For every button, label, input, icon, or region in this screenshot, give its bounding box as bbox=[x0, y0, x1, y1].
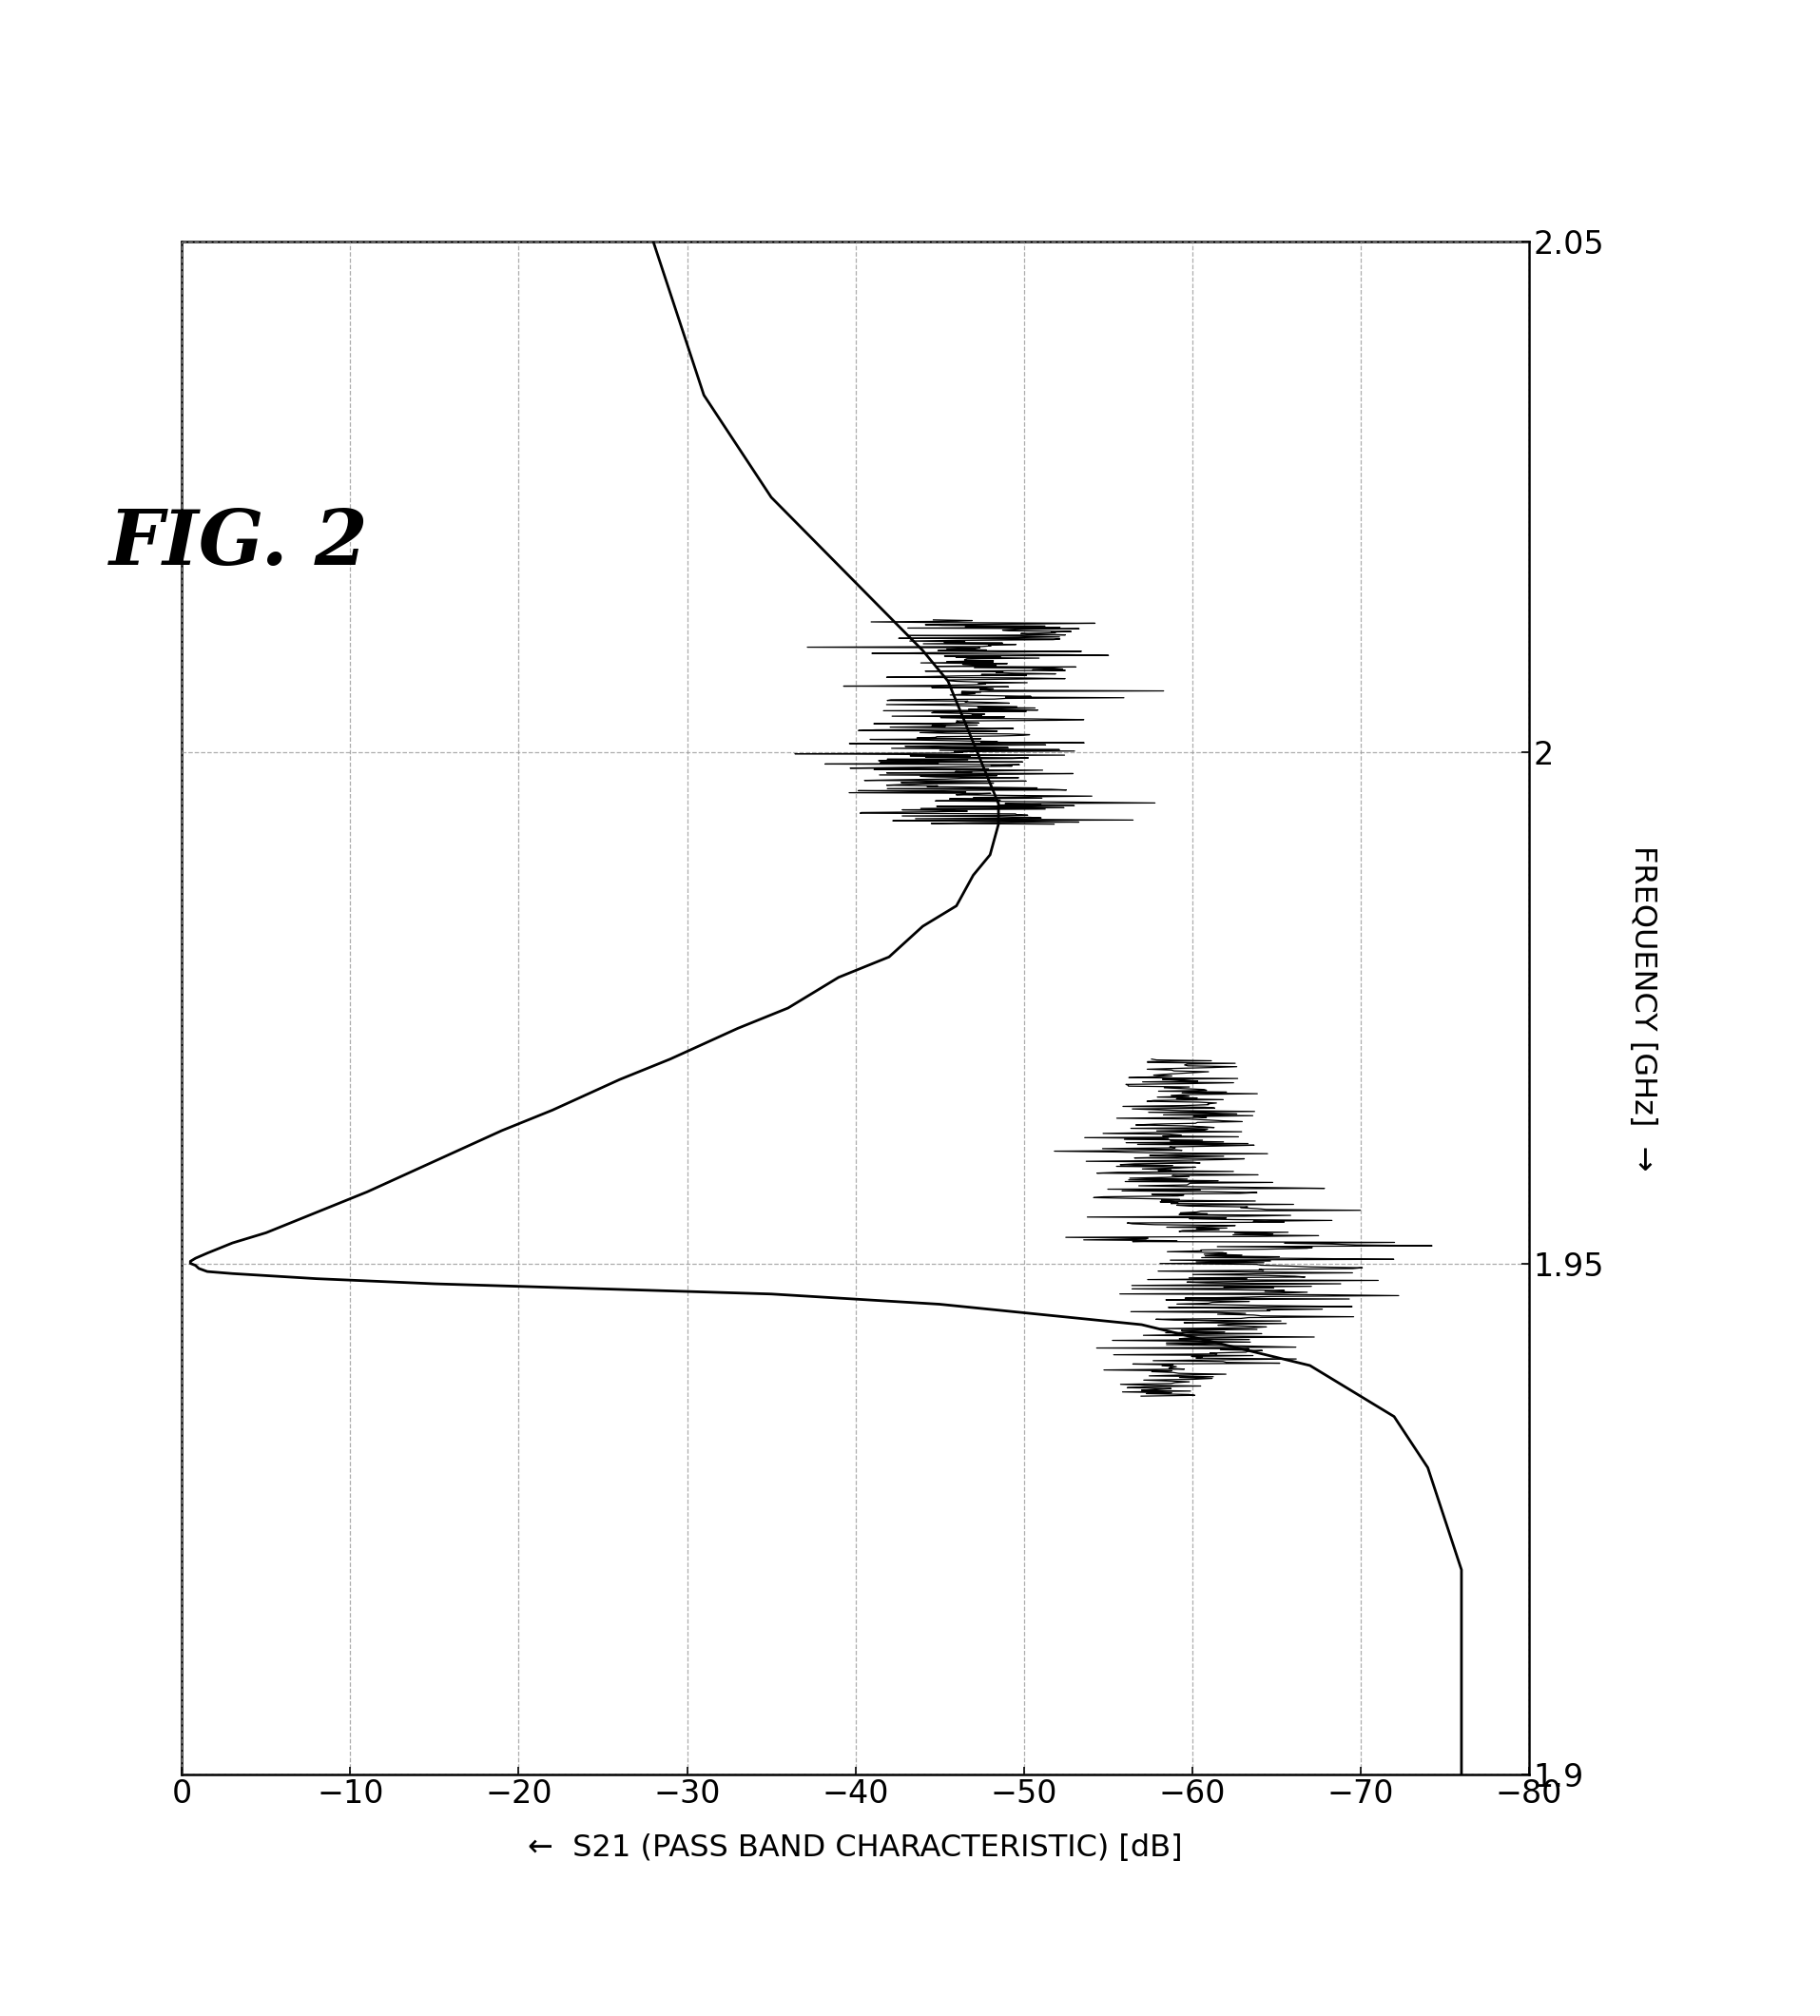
Text: FIG. 2: FIG. 2 bbox=[109, 506, 368, 581]
X-axis label: ←  S21 (PASS BAND CHARACTERISTIC) [dB]: ← S21 (PASS BAND CHARACTERISTIC) [dB] bbox=[528, 1835, 1183, 1863]
Y-axis label: FREQUENCY [GHz]  →: FREQUENCY [GHz] → bbox=[1629, 845, 1658, 1171]
